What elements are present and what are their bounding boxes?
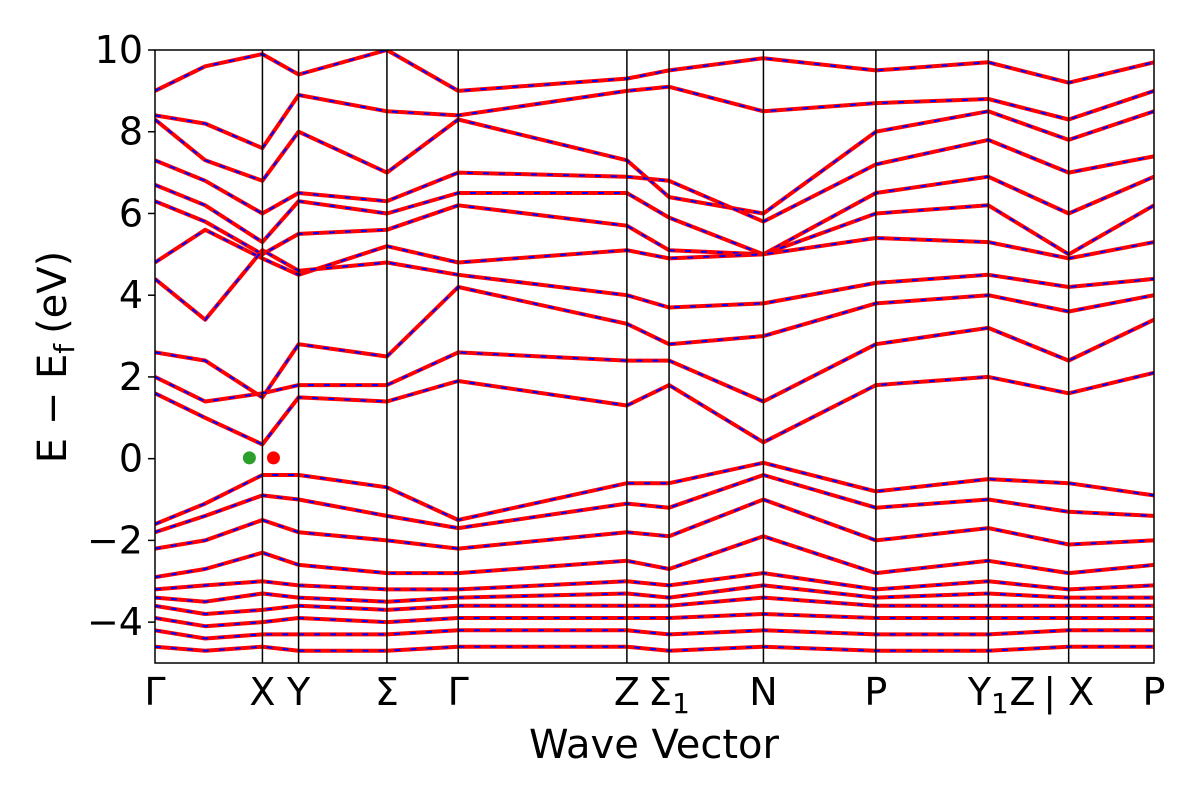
kpoint-label: Z (614, 670, 640, 714)
band-line-red (155, 227, 1154, 277)
kpoint-label: | X (1043, 670, 1094, 715)
kpoint-label: X (249, 670, 275, 714)
y-axis-title-main: E − E (30, 354, 76, 464)
kpoint-label: P (1143, 670, 1166, 714)
y-tick-label: −4 (87, 600, 143, 644)
kpoint-label: Σ (375, 670, 399, 714)
kpoint-label: Σ1 (648, 670, 690, 720)
kpoint-label: Γ (448, 670, 469, 714)
band-line-blue-dashed (155, 228, 1154, 276)
band-line-blue-dashed (155, 318, 1154, 403)
bands-layer (155, 50, 1154, 653)
x-axis-title: Wave Vector (529, 722, 780, 768)
y-axis: 10 8 6 4 2 0 −2 −4 (87, 28, 155, 644)
kpoint-label: P (864, 670, 887, 714)
kpoint-label: Γ (144, 670, 165, 714)
y-tick-label: 10 (95, 28, 143, 72)
band-crossing-marker (242, 451, 256, 465)
band-crossing-marker (266, 451, 280, 465)
kpoint-label-sub: 1 (672, 687, 690, 720)
band-line-red (155, 534, 1154, 580)
y-tick-label: 0 (119, 437, 143, 481)
band-line-red (155, 571, 1154, 592)
kpoint-label: Y (286, 670, 311, 714)
y-tick-label: 4 (119, 273, 143, 317)
y-tick-label: 8 (119, 110, 143, 154)
kpoint-label: Z (1009, 670, 1035, 714)
kpoint-label: N (749, 670, 777, 714)
y-axis-title: E − Ef (eV) (30, 251, 81, 464)
band-line-red (155, 50, 1154, 93)
y-tick-label: 6 (119, 191, 143, 235)
band-line-red (155, 612, 1154, 629)
band-line-blue-dashed (155, 50, 1154, 92)
markers-layer (242, 451, 280, 465)
band-line-blue-dashed (155, 461, 1154, 526)
kpoint-lines (261, 50, 1070, 663)
band-line-blue-dashed (155, 535, 1154, 579)
band-line-red (155, 248, 1154, 322)
band-line-red (155, 109, 1154, 216)
band-line-red (155, 460, 1154, 526)
plot-frame (154, 49, 1155, 664)
band-line-blue-dashed (155, 248, 1154, 322)
kpoint-label-sub: 1 (991, 687, 1009, 720)
y-axis-title-unit: (eV) (30, 251, 76, 334)
y-tick-label: −2 (87, 518, 143, 562)
kpoint-label: Y1 (967, 670, 1009, 720)
y-axis-title-sub: f (48, 343, 81, 354)
y-tick-label: 2 (119, 355, 143, 399)
band-line-blue-dashed (155, 110, 1154, 215)
